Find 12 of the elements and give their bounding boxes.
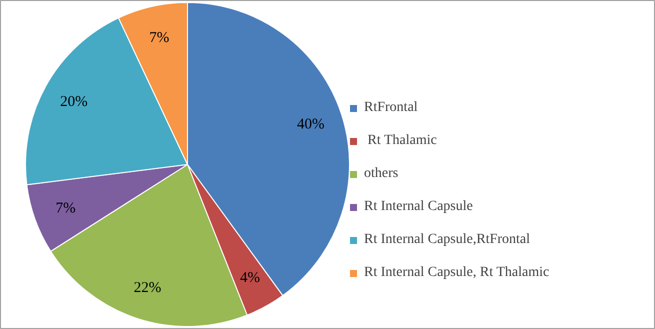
data-label: 20% — [60, 94, 88, 110]
data-label: 7% — [149, 30, 170, 46]
legend-label: Rt Internal Capsule,RtFrontal — [364, 232, 530, 248]
data-label: 22% — [134, 280, 162, 296]
data-label: 4% — [240, 270, 260, 286]
legend-label: others — [364, 166, 398, 182]
legend-label: RtFrontal — [364, 100, 418, 116]
data-label: 7% — [56, 200, 76, 216]
legend-label: Rt Internal Capsule — [364, 199, 473, 215]
data-label: 40% — [297, 116, 325, 132]
legend-label: Rt Thalamic — [366, 133, 437, 149]
legend-label: Rt Internal Capsule, Rt Thalamic — [364, 265, 550, 281]
